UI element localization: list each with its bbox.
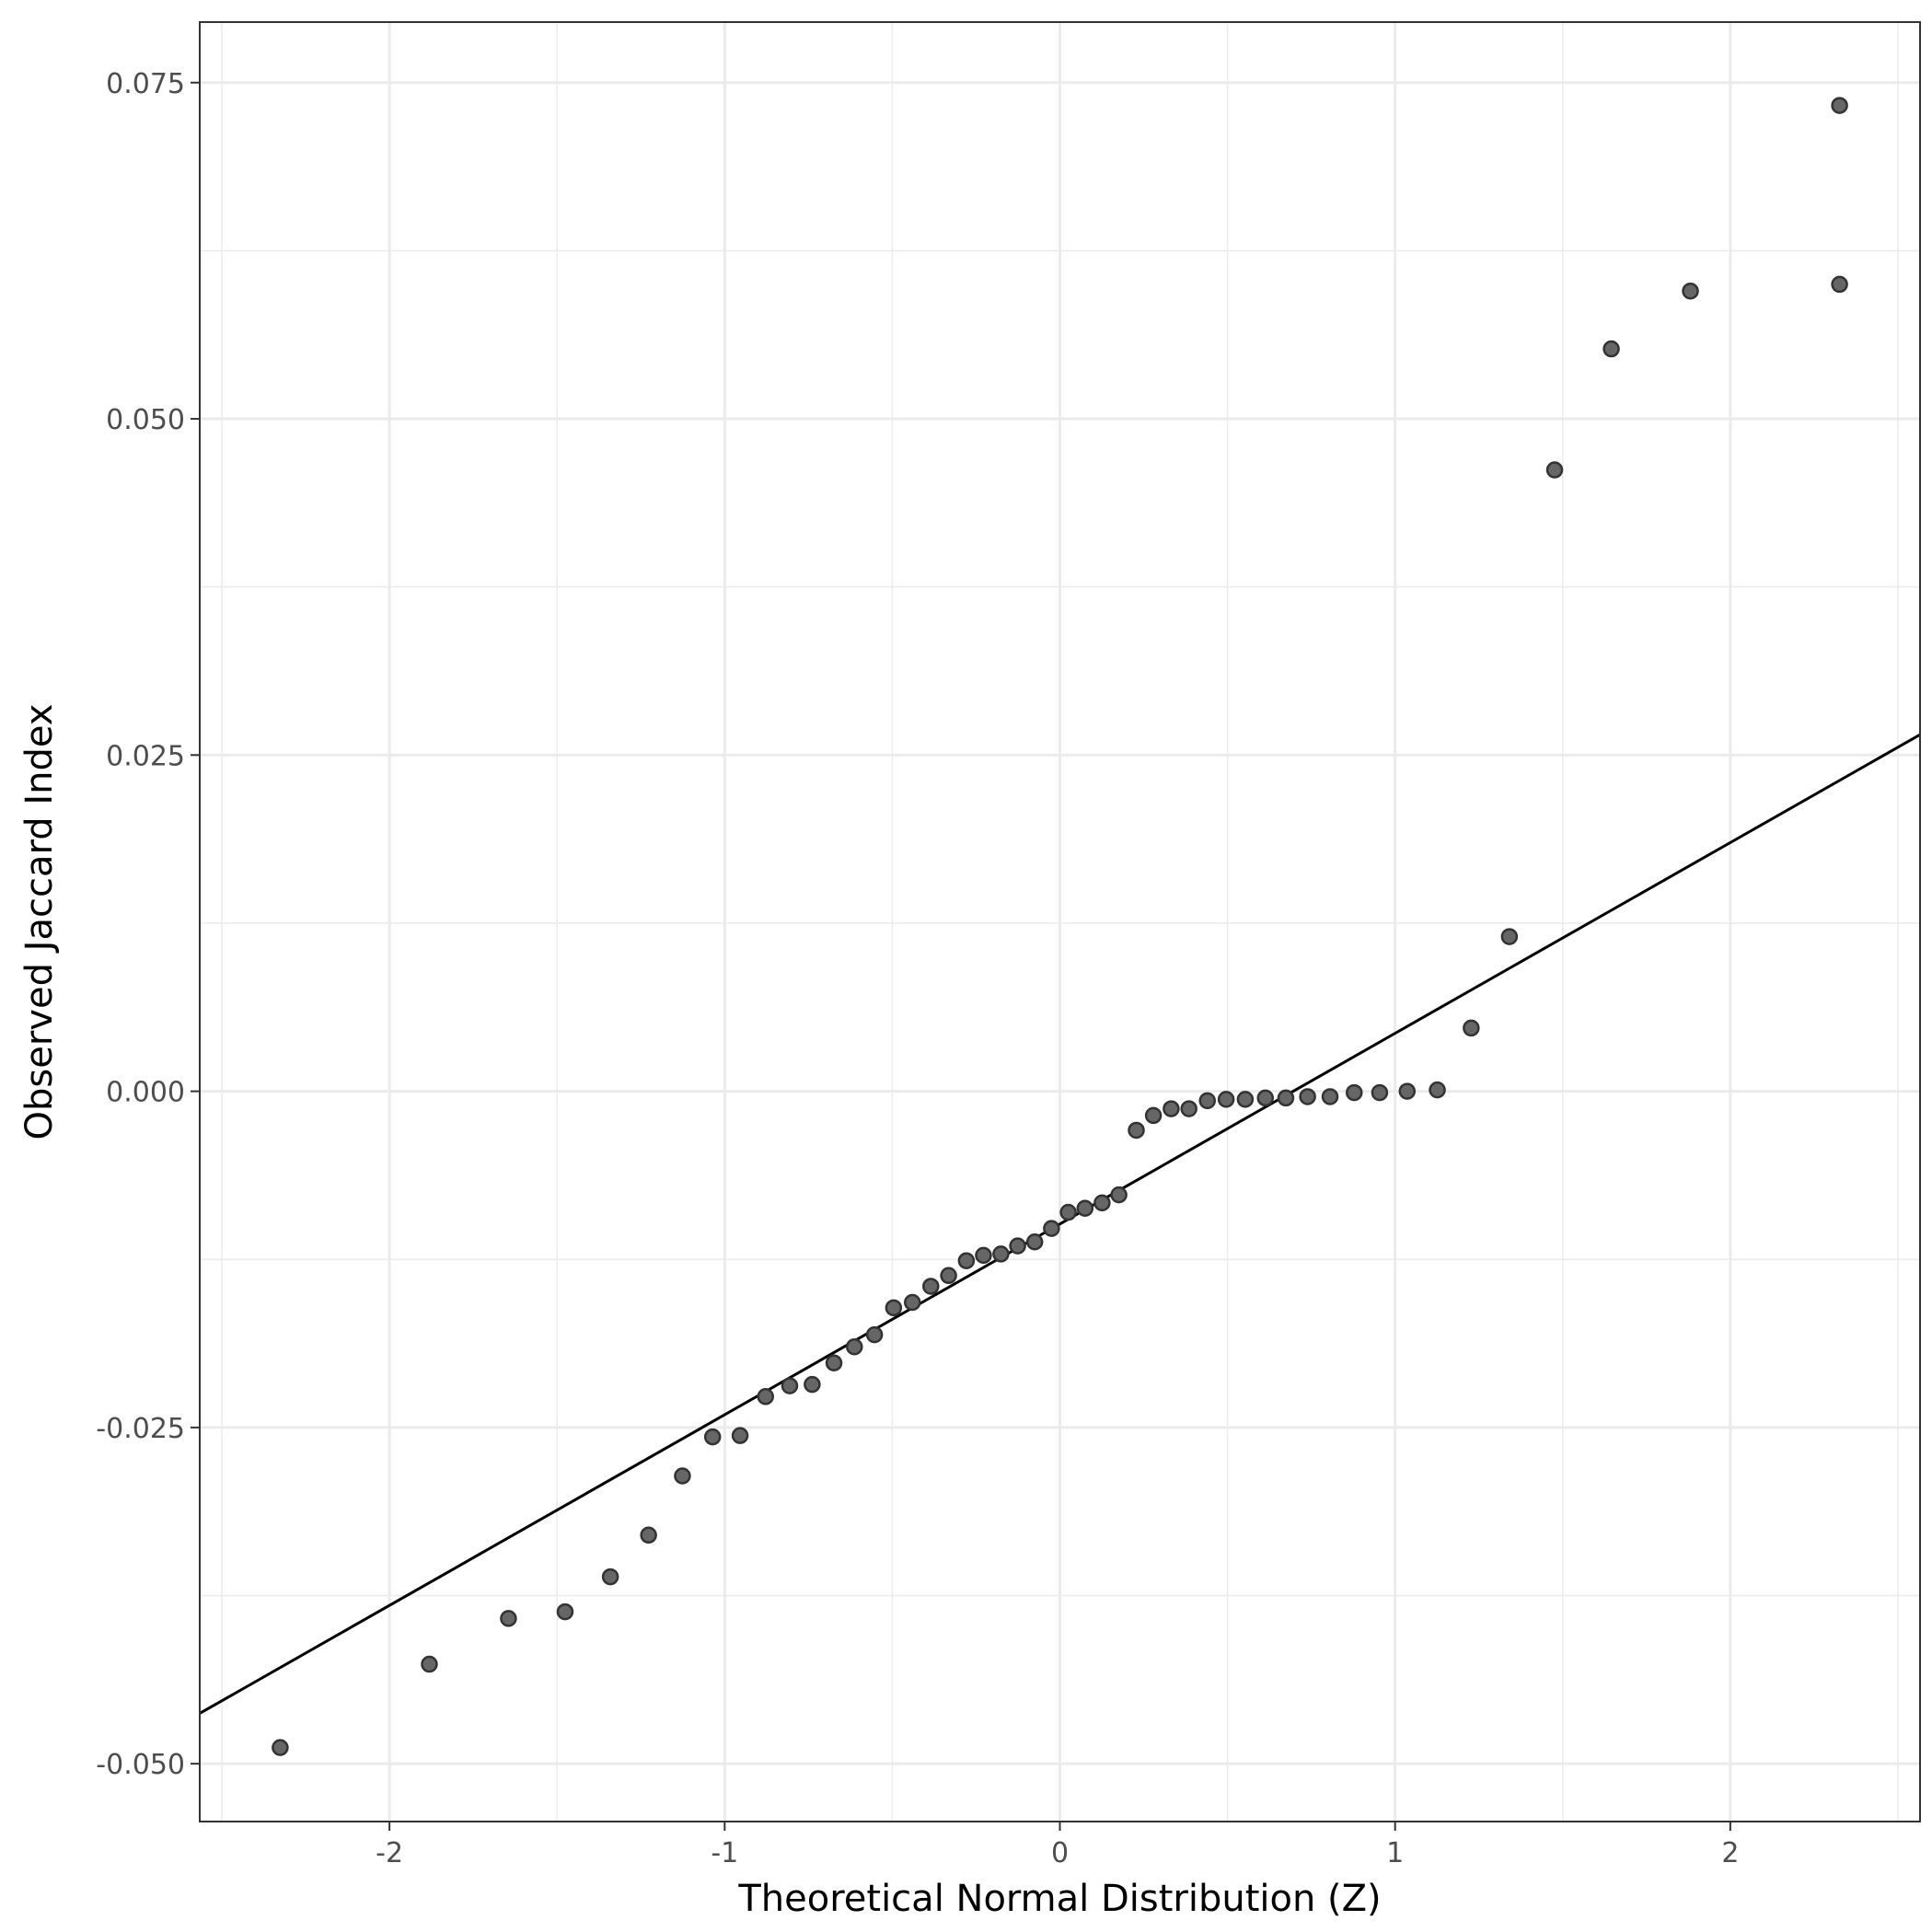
data-point [703,1428,722,1446]
data-point [940,1267,957,1285]
data-point [1180,1100,1197,1117]
y-tick-label: -0.025 [96,1413,185,1445]
data-point [500,1610,517,1627]
data-point [1076,1199,1094,1217]
data-point [1144,1106,1163,1125]
data-point [674,1467,691,1485]
data-point [1059,1203,1077,1221]
x-tick-label: 2 [1721,1837,1739,1869]
data-point [1163,1100,1180,1117]
y-tick-label: 0.075 [106,68,185,100]
data-point [1009,1237,1026,1255]
data-point [1398,1082,1417,1100]
y-axis-title: Observed Jaccard Index [18,704,61,1140]
data-point [825,1354,843,1372]
data-point [1429,1081,1446,1099]
data-point [1321,1088,1339,1105]
data-point [1256,1089,1274,1107]
data-point [556,1602,574,1621]
data-point [731,1427,749,1444]
data-point [1043,1220,1060,1237]
data-point [757,1388,774,1406]
data-point [421,1655,438,1673]
x-tick-label: 1 [1386,1837,1404,1869]
data-point [1093,1194,1111,1212]
data-point [885,1299,903,1317]
data-point [1545,461,1564,479]
data-point [1682,282,1699,300]
y-tick-label: 0.050 [106,404,185,436]
data-point [922,1278,940,1295]
data-point [1602,340,1620,358]
y-tick-label: 0.000 [106,1077,185,1109]
data-point [1299,1088,1316,1105]
data-point [1831,275,1848,294]
data-point [1346,1083,1363,1102]
data-point [640,1526,657,1544]
data-point [1236,1091,1255,1108]
x-axis: -2 -1 0 1 2 [376,1822,1739,1869]
data-point [1110,1186,1128,1204]
data-point [781,1377,799,1394]
data-point [1371,1083,1389,1102]
data-point [1025,1233,1044,1251]
data-point [992,1245,1010,1263]
data-point [1198,1092,1216,1110]
x-tick-label: -1 [711,1837,738,1869]
x-axis-title: Theoretical Normal Distribution (Z) [737,1878,1381,1920]
reference-line-group [199,733,1921,1715]
data-point [904,1293,921,1312]
data-points [272,97,1848,1756]
data-point [1463,1019,1480,1037]
y-axis: -0.050 -0.025 0.000 0.025 0.050 0.075 [96,68,200,1781]
y-tick-label: -0.050 [96,1749,185,1781]
data-point [846,1337,863,1356]
reference-line [199,733,1921,1715]
x-tick-label: -2 [376,1837,403,1869]
x-tick-label: 0 [1051,1837,1069,1869]
data-point [957,1252,976,1269]
data-point [804,1375,821,1394]
data-point [1500,928,1519,945]
data-point [1128,1121,1145,1140]
data-point [272,1739,289,1756]
data-point [1217,1091,1235,1108]
data-point [1831,97,1848,114]
data-point [1277,1089,1295,1107]
data-point [601,1568,619,1586]
data-point [865,1325,884,1344]
y-tick-label: 0.025 [106,740,185,772]
major-gridlines [200,22,1920,1822]
data-point [975,1246,992,1265]
